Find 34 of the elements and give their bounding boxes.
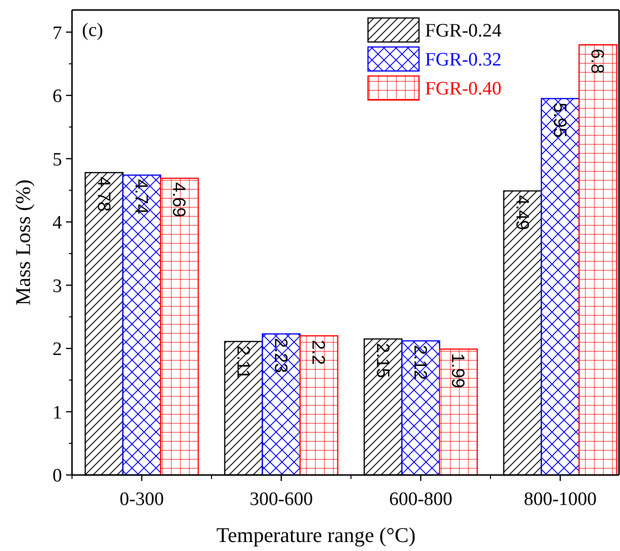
bar [578, 44, 618, 476]
data-label: 2.2 [308, 340, 329, 365]
bar [401, 340, 440, 476]
data-label: 4.69 [169, 182, 190, 218]
bar [122, 174, 162, 476]
y-axis-title: Mass Loss (%) [11, 180, 35, 306]
y-tick-label: 1 [52, 402, 62, 424]
y-tick-label: 0 [52, 466, 62, 487]
x-tick-label: 300-600 [250, 489, 313, 510]
annotation: (c) [82, 20, 104, 41]
x-tick-label: 800-1000 [524, 489, 597, 510]
y-tick-label: 4 [52, 212, 62, 234]
data-label: 5.95 [550, 102, 570, 138]
y-tick-label: 2 [52, 339, 62, 360]
y-tick-label: 3 [52, 276, 62, 297]
bar [438, 348, 478, 476]
x-tick-label: 600-800 [389, 489, 452, 510]
data-label: 1.99 [448, 353, 468, 388]
bar [299, 335, 338, 476]
data-label: 2.23 [270, 338, 291, 373]
y-tick-label: 5 [52, 149, 62, 170]
y-tick-label: 6 [52, 86, 62, 108]
data-label: 2.12 [410, 344, 430, 380]
bar [160, 178, 199, 476]
bar [540, 98, 580, 476]
data-label: 4.74 [131, 179, 152, 214]
bar [262, 333, 301, 476]
x-tick-label: 0-300 [120, 489, 164, 510]
x-axis-title: Temperature range (°C) [216, 523, 416, 547]
legend-label: FGR-0.24 [425, 20, 502, 42]
data-label: 6.8 [588, 48, 608, 74]
legend-label: FGR-0.40 [425, 78, 502, 100]
y-tick-label: 7 [52, 22, 62, 44]
legend-label: FGR-0.32 [425, 50, 502, 71]
